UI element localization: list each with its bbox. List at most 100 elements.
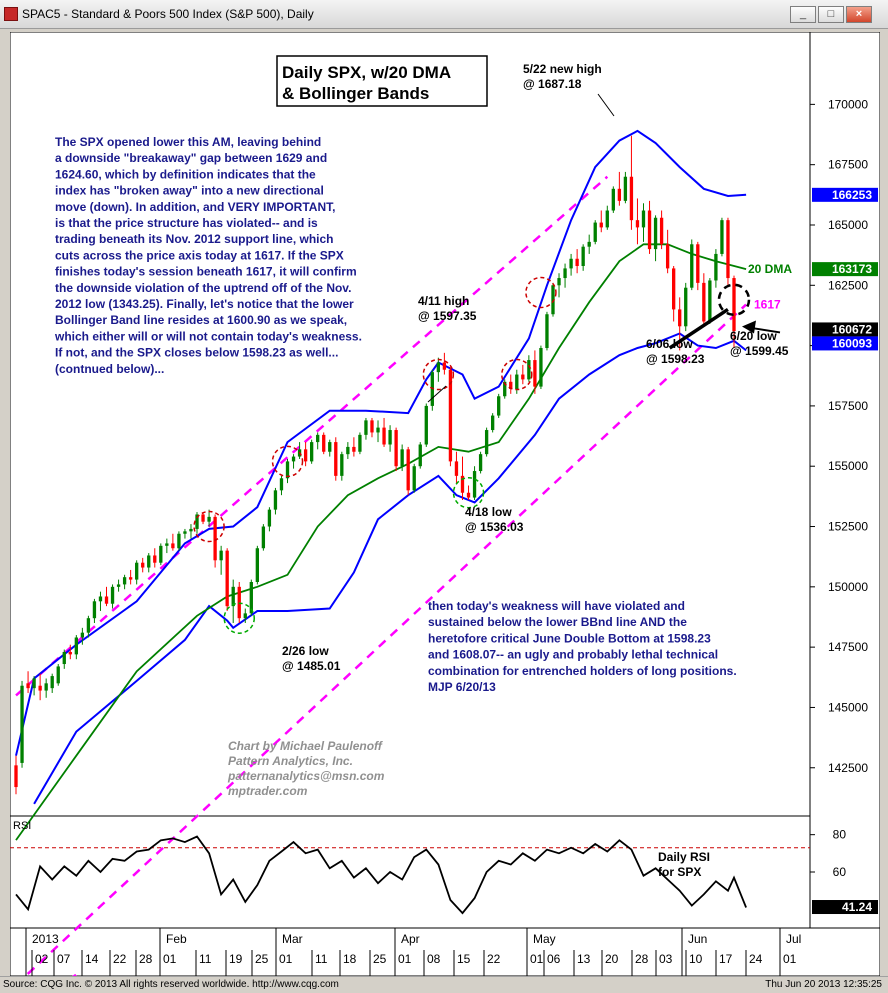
price-badge-label: 163173	[832, 262, 872, 276]
price-tick-label: 165000	[828, 218, 868, 232]
candle-body	[509, 381, 513, 390]
day-label: 28	[139, 952, 153, 966]
callout-leader	[427, 385, 447, 403]
commentary-line: (contnued below)...	[55, 362, 164, 376]
candle-body	[74, 637, 78, 655]
status-timestamp: Thu Jun 20 2013 12:35:25	[765, 979, 882, 990]
candle-body	[418, 444, 422, 467]
month-label: Jun	[688, 932, 707, 946]
price-axis-panel	[809, 31, 881, 929]
price-badge	[812, 262, 878, 277]
candle-body	[527, 360, 531, 380]
day-label: 20	[605, 952, 619, 966]
day-label: 11	[315, 952, 328, 966]
candle-body	[629, 176, 634, 221]
candle-body	[316, 434, 320, 443]
price-tick-label: 152500	[828, 520, 868, 534]
minimize-button[interactable]: _	[790, 6, 816, 23]
close-button[interactable]: ×	[846, 6, 872, 23]
restore-button[interactable]: □	[818, 6, 844, 23]
candle-body	[116, 584, 121, 587]
candle-body	[442, 362, 447, 370]
day-label: 10	[689, 952, 703, 966]
candle-body	[80, 632, 85, 638]
callout-label: @ 1599.45	[730, 344, 789, 358]
chart-area[interactable]: 142500 145000 147500 150000 152500 155000 1575…	[9, 31, 881, 993]
candle-body	[412, 466, 416, 491]
candle-body	[708, 280, 712, 322]
candle-body	[593, 222, 597, 242]
candle-body	[599, 222, 603, 228]
candle-body	[364, 420, 368, 435]
day-label: 28	[635, 952, 649, 966]
candle-body	[219, 550, 223, 561]
candle-body	[575, 258, 579, 266]
price-tick-label: 145000	[828, 700, 868, 714]
candle-body	[726, 220, 730, 279]
month-label: May	[533, 932, 556, 946]
candle-body	[50, 676, 54, 689]
candle-body	[672, 268, 676, 310]
price-badge	[812, 187, 878, 202]
day-label: 15	[457, 952, 471, 966]
callout-label: 6/06 low	[646, 337, 693, 351]
candle-body	[328, 442, 332, 452]
candle-body	[104, 596, 109, 604]
candle-body	[472, 471, 477, 498]
candle-body	[521, 374, 525, 380]
chart-svg[interactable]: 142500 145000 147500 150000 152500 155000 1575…	[9, 31, 881, 993]
breakdown-circle	[717, 283, 751, 317]
rsi-value-label: 41.24	[842, 900, 872, 914]
candle-body	[515, 374, 519, 390]
commentary-line: heretofore critical June Double Bottom a…	[428, 631, 711, 645]
month-label: Apr	[401, 932, 420, 946]
rsi-line	[15, 835, 747, 915]
low-circle	[452, 477, 485, 509]
candle-body	[177, 533, 181, 549]
candle-body	[141, 562, 145, 568]
candle-body	[563, 268, 567, 279]
chart-title-line: & Bollinger Bands	[282, 84, 429, 103]
candle-body	[243, 613, 247, 619]
candle-body	[484, 430, 489, 455]
candle-body	[273, 490, 278, 510]
day-label: 14	[85, 952, 99, 966]
callout-label: 2/26 low	[282, 644, 329, 658]
candle-body	[557, 278, 561, 286]
callout-label: 6/20 low	[730, 329, 777, 343]
callout-label: @ 1536.03	[465, 520, 524, 534]
candle-body	[44, 683, 48, 691]
candle-body	[334, 442, 338, 476]
commentary-line: is that the price structure has violated…	[55, 216, 318, 230]
candle-body	[183, 531, 187, 534]
candle-body	[38, 685, 42, 691]
status-bar: Source: CQG Inc. © 2013 All rights reser…	[0, 976, 888, 993]
candle-body	[255, 548, 260, 583]
credit-line: Chart by Michael Paulenoff	[228, 739, 383, 753]
candle-body	[32, 678, 36, 689]
candle-body	[128, 577, 133, 580]
callout-label: @ 1598.23	[646, 352, 705, 366]
title-bar[interactable]: SPAC5 - Standard & Poors 500 Index (S&P …	[0, 0, 888, 29]
day-label: 25	[373, 952, 387, 966]
callout-label: 5/22 new high	[523, 62, 602, 76]
candle-body	[195, 514, 199, 529]
candle-body	[201, 514, 205, 522]
candle-body	[249, 582, 253, 614]
candle-body	[605, 210, 609, 228]
candle-body	[406, 449, 410, 491]
candle-body	[68, 651, 72, 655]
day-label: 03	[659, 952, 673, 966]
commentary-line: a downside "breakaway" gap between 1629 …	[55, 151, 327, 165]
candle-body	[309, 442, 314, 462]
candle-body	[714, 253, 718, 281]
candle-body	[497, 396, 501, 416]
price-tick-label: 157500	[828, 399, 868, 413]
credit-line: Pattern Analytics, Inc.	[228, 754, 353, 768]
commentary-line: the downside violation of the uptrend of…	[55, 281, 351, 295]
candle-body	[678, 309, 682, 327]
candle-body	[285, 461, 290, 479]
callout-label: @ 1597.35	[418, 309, 477, 323]
candle-body	[424, 405, 428, 445]
callout-label: 4/18 low	[465, 505, 512, 519]
